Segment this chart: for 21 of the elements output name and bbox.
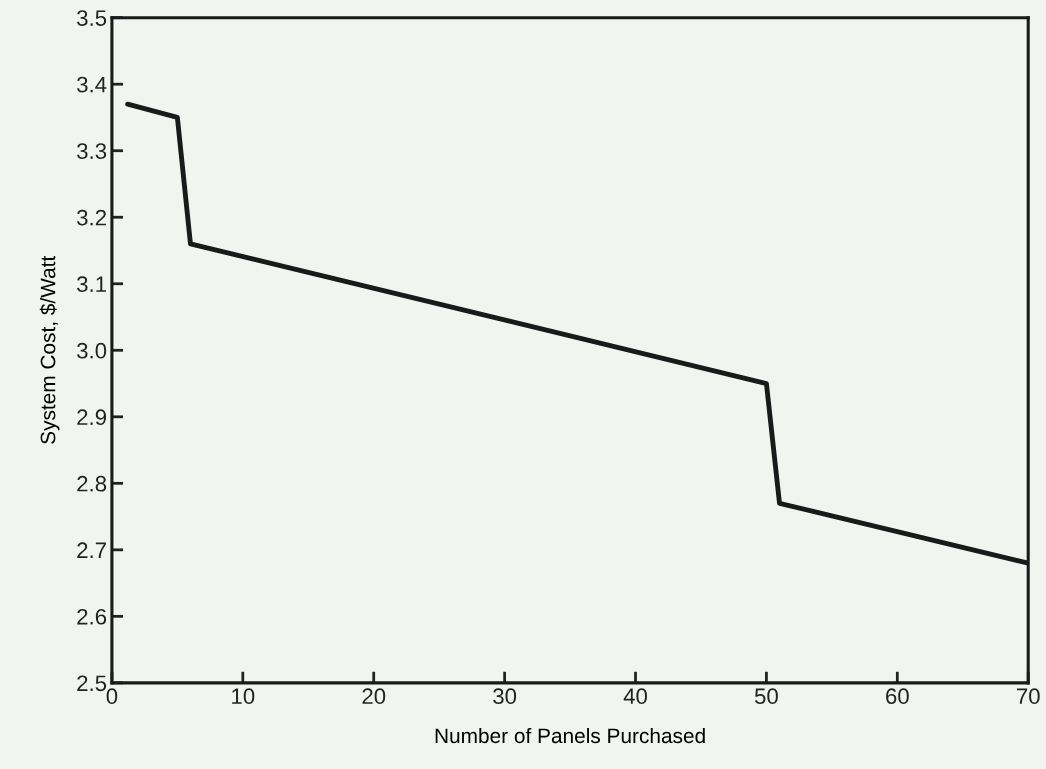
y-tick-label: 3.1 — [77, 276, 106, 293]
y-tick-label: 2.7 — [77, 542, 106, 558]
y-tick-label: 3.2 — [77, 209, 106, 226]
x-tick-label: 20 — [362, 688, 386, 705]
y-tick-label: 2.8 — [77, 475, 107, 492]
x-tick-label: 50 — [754, 688, 778, 705]
x-axis-title: Number of Panels Purchased — [435, 727, 705, 744]
x-tick-label: 70 — [1017, 688, 1040, 705]
x-tick-label: 30 — [493, 688, 517, 705]
y-tick-label: 3.4 — [77, 76, 107, 93]
x-tick-label: 60 — [886, 688, 909, 705]
y-tick-label: 2.6 — [77, 608, 107, 625]
x-tick-label: 0 — [106, 688, 118, 705]
y-tick-label: 3.0 — [77, 342, 107, 359]
y-tick-label: 3.3 — [77, 143, 107, 159]
x-tick-label: 40 — [623, 688, 648, 705]
x-tick-label: 10 — [232, 688, 255, 705]
y-tick-label: 3.5 — [77, 10, 107, 26]
y-axis-title: System Cost, $/Watt — [39, 255, 60, 444]
y-tick-label: 2.9 — [77, 409, 107, 426]
y-tick-label: 2.5 — [77, 675, 107, 692]
